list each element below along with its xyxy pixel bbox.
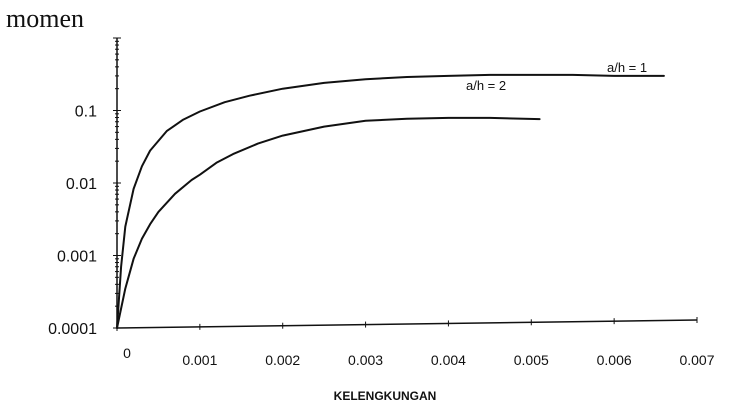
x-tick-label: 0.007	[679, 352, 714, 368]
x-tick-label: 0.003	[348, 352, 383, 368]
x-tick-label: 0.004	[431, 352, 466, 368]
x-ticks: 0 0.001 0.002 0.003 0.004 0.005 0.006 0.007	[116, 317, 715, 368]
series-group: a/h = 1 a/h = 2	[116, 60, 665, 329]
y-tick-label: 0.001	[57, 249, 97, 266]
x-axis-title: KELENGKUNGAN	[334, 389, 437, 403]
y-ticks: 0.0001 0.001 0.01 0.1	[48, 37, 121, 338]
x-tick-label: 0.006	[597, 352, 632, 368]
x-tick-label: 0.001	[182, 352, 217, 368]
y-tick-label: 0.1	[75, 104, 97, 121]
x-tick-label: 0.005	[514, 352, 549, 368]
y-tick-label: 0.0001	[48, 321, 97, 338]
x-tick-label: 0.002	[265, 352, 300, 368]
series-label: a/h = 2	[466, 78, 506, 93]
x-tick-label: 0	[123, 345, 131, 361]
series-line	[116, 73, 665, 329]
series-label: a/h = 1	[607, 60, 647, 75]
y-tick-label: 0.01	[66, 176, 97, 193]
x-axis-line	[116, 319, 698, 329]
series-line	[116, 116, 541, 329]
y-axis-title: momen	[6, 4, 84, 33]
